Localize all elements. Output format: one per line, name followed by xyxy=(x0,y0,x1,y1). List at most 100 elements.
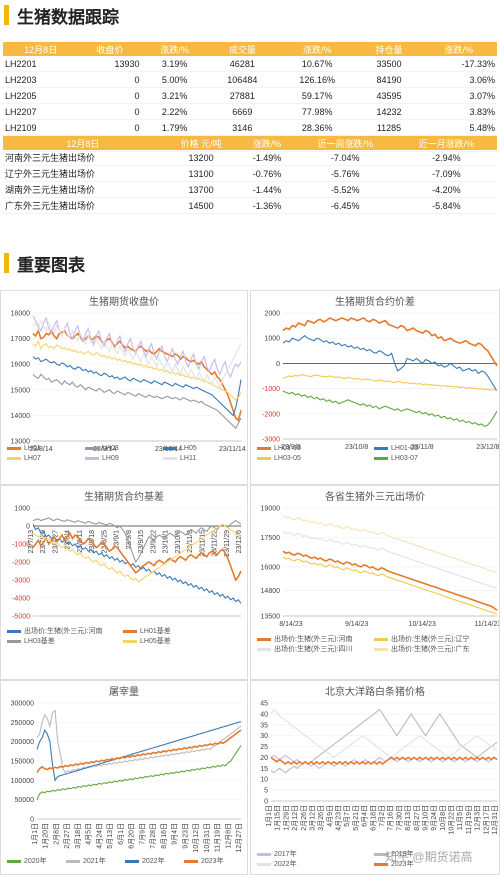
legend-swatch xyxy=(85,456,99,460)
legend-swatch xyxy=(7,629,21,633)
y-tick-label: 19000 xyxy=(261,506,281,513)
chart-title: 屠宰量 xyxy=(109,687,139,698)
y-tick-label: -3000 xyxy=(12,578,30,585)
legend-item: LH05基差 xyxy=(123,636,231,646)
legend-swatch xyxy=(374,456,388,460)
x-tick-label: 12月17日 xyxy=(482,805,490,835)
table-cell: LH2207 xyxy=(3,103,79,120)
x-tick-label: 23/9/22 xyxy=(150,530,157,553)
chart-title: 生猪期货合约价差 xyxy=(335,297,415,308)
legend-label: 2022年 xyxy=(274,861,297,868)
table-cell: LH2109 xyxy=(3,119,79,136)
series-line xyxy=(36,745,242,800)
y-tick-label: 15 xyxy=(260,766,268,773)
series-line xyxy=(270,708,498,759)
table-cell: 3.21% xyxy=(141,87,208,104)
section-marker xyxy=(4,253,9,273)
y-tick-label: -2000 xyxy=(262,411,280,418)
legend-label: LH07 xyxy=(24,454,41,462)
chart-legend: 出场价:生猪(外三元):河南 LH01基差 LH03基差 LH05基差 xyxy=(7,626,243,646)
x-tick-label: 23/9/1 xyxy=(114,530,121,550)
legend-item: 出场价:生猪(外三元):四川 xyxy=(257,644,366,654)
table-cell: LH2205 xyxy=(3,87,79,104)
table-cell: 0 xyxy=(78,103,142,120)
table-cell: 10.67% xyxy=(276,56,358,72)
legend-item: 2022年 xyxy=(257,859,366,869)
table-cell: 辽宁外三元生猪出场价 xyxy=(3,165,163,182)
x-tick-label: 9/14/23 xyxy=(345,621,368,628)
chart-panel-c4: 各省生猪外三元出场价 13500 14800 16000 17500 19000 8/14/… xyxy=(250,485,500,680)
table-cell: 13200 xyxy=(162,150,240,166)
y-tick-label: -1000 xyxy=(262,386,280,393)
legend-swatch xyxy=(7,446,21,450)
x-tick-label: 9月4日 xyxy=(171,823,179,845)
legend-item: 出场价:生猪(外三元):河南 xyxy=(257,634,366,644)
x-tick-label: 4月24日 xyxy=(95,823,103,849)
table-row: 辽宁外三元生猪出场价 13100 -0.76% -5.76% -7.09% xyxy=(3,165,497,182)
table-cell: -5.52% xyxy=(294,181,396,198)
table-cell: -7.04% xyxy=(294,150,396,166)
chart-svg: 13000 14000 15000 16000 17000 18000 23/8/14 23/… xyxy=(11,311,246,454)
y-tick-label: 40 xyxy=(260,711,268,718)
chart-legend: 2017年 2019年 2022年 2023年 xyxy=(257,849,495,869)
legend-swatch xyxy=(257,647,271,651)
y-tick-label: 300000 xyxy=(11,701,34,708)
legend-item: LH03基差 xyxy=(7,636,115,646)
legend-swatch xyxy=(374,647,388,651)
x-tick-label: 8月27日 xyxy=(413,805,421,831)
legend-label: LH03基差 xyxy=(24,638,55,645)
y-tick-label: 14000 xyxy=(11,413,31,420)
legend-swatch xyxy=(123,639,137,643)
legend-swatch xyxy=(374,637,388,641)
x-tick-label: 6月1日 xyxy=(117,823,125,845)
x-tick-label: 23/12/6 xyxy=(236,530,243,553)
legend-swatch xyxy=(7,456,21,460)
y-tick-label: 150000 xyxy=(11,759,34,766)
x-tick-label: 23/8/25 xyxy=(101,530,108,553)
x-tick-label: 8月13日 xyxy=(404,805,412,831)
table-cell: 3146 xyxy=(207,119,277,136)
table-header-cell: 近一月涨跌/% xyxy=(395,136,497,150)
x-tick-label: 4月9日 xyxy=(326,805,334,827)
table-cell: 14500 xyxy=(162,197,240,214)
legend-item: LH07 xyxy=(7,453,77,463)
legend-item: LH01-03 xyxy=(257,443,366,453)
table-cell: 13930 xyxy=(78,56,142,72)
x-tick-label: 3月26日 xyxy=(317,805,325,831)
legend-swatch xyxy=(163,456,177,460)
table-cell: -4.20% xyxy=(395,181,497,198)
series-line xyxy=(282,515,498,574)
table-cell: 湖南外三元生猪出场价 xyxy=(3,181,163,198)
table-cell: 5.48% xyxy=(420,119,497,136)
x-tick-label: 9月23日 xyxy=(181,823,189,849)
section-title: 生猪数据跟踪 xyxy=(17,7,119,27)
table-cell: 126.16% xyxy=(276,71,358,88)
y-tick-label: -2000 xyxy=(12,560,30,567)
x-tick-label: 23/11/8 xyxy=(411,444,434,451)
x-tick-label: 10/14/23 xyxy=(409,621,436,628)
chart-legend: 2020年 2021年 2022年 2023年 xyxy=(7,856,243,866)
section-header-charts: 重要图表 xyxy=(0,250,85,276)
y-tick-label: 13000 xyxy=(11,439,31,446)
chart-title: 生猪期货合约基差 xyxy=(84,492,164,503)
chart-svg: -5000 -4000 -3000 -2000 -1000 0 1000 23/7/13 23/… xyxy=(12,506,243,621)
y-tick-label: 0 xyxy=(264,799,268,806)
table-cell: LH2203 xyxy=(3,71,79,88)
legend-item: 2022年 xyxy=(125,856,176,866)
x-tick-label: 1月29日 xyxy=(282,805,290,831)
legend-label: LH01-03 xyxy=(274,444,301,452)
legend-swatch xyxy=(257,852,271,856)
x-tick-label: 23/10/1 xyxy=(163,530,170,553)
x-tick-label: 9月24日 xyxy=(430,805,438,831)
table-cell: 46281 xyxy=(207,56,277,72)
x-tick-label: 6月4日 xyxy=(361,805,369,827)
legend-label: 2023年 xyxy=(201,858,224,865)
y-tick-label: 17000 xyxy=(11,336,31,343)
legend-label: 出场价:生猪(外三元):辽宁 xyxy=(391,636,470,643)
chart-legend: LH01 LH03 LH05 LH07 LH09 LH11 xyxy=(7,443,243,463)
table-cell: 13100 xyxy=(162,165,240,182)
table-header-cell: 价格 元/吨 xyxy=(162,136,240,150)
x-tick-label: 10月22日 xyxy=(448,805,456,835)
y-tick-label: 35 xyxy=(260,722,268,729)
